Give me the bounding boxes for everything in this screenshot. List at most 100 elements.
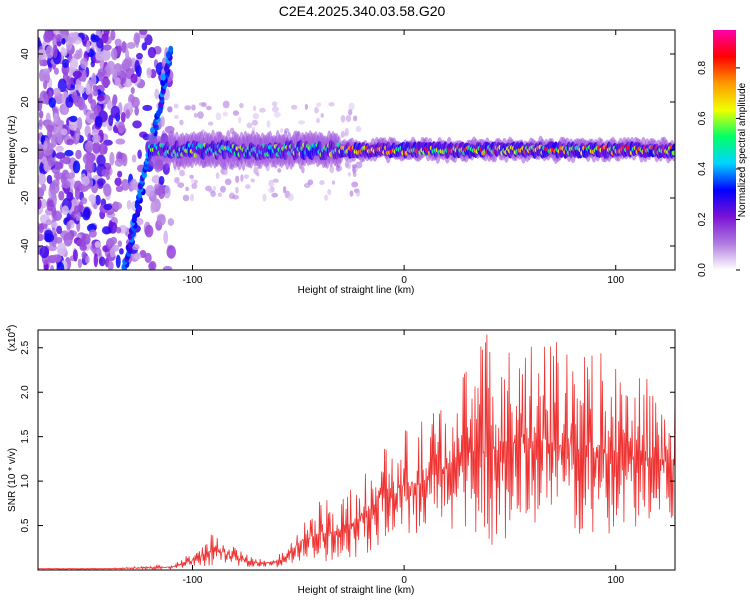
- spectrogram-noise-cell: [197, 111, 204, 119]
- spectrogram-noise-cell: [69, 115, 78, 123]
- spectrogram-noise-cell: [72, 160, 81, 174]
- spectrogram-noise-cell: [271, 192, 279, 198]
- snr-frame: [37, 329, 676, 571]
- spectrogram-noise-cell: [301, 166, 305, 174]
- spectrogram-noise-cell: [271, 106, 279, 113]
- spectrogram-noise: [38, 30, 363, 270]
- spectrogram-noise-cell: [117, 240, 123, 247]
- spectrogram-noise-cell: [173, 103, 179, 109]
- spectrogram-noise-cell: [256, 172, 260, 177]
- spectrogram-noise-cell: [98, 142, 108, 155]
- spectrogram-noise-cell: [61, 205, 69, 216]
- y-tick-label: 40: [20, 48, 31, 60]
- spectrogram-noise-cell: [146, 67, 152, 79]
- spectrogram-noise-cell: [166, 245, 176, 259]
- spectrogram-noise-cell: [56, 131, 63, 145]
- spectrogram-noise-cell: [102, 44, 112, 51]
- spectrogram-noise-cell: [316, 102, 322, 107]
- spectrogram-noise-cell: [116, 227, 122, 234]
- x-tick-label: 0: [401, 275, 407, 286]
- colorbar: 0.0 0.2 0.4 0.6 0.8 Normalized spectral ampl…: [697, 30, 748, 277]
- spectrogram-noise-cell: [56, 261, 65, 270]
- spectrogram-noise-cell: [126, 199, 132, 210]
- spectrogram-noise-cell: [151, 175, 161, 184]
- spectrogram-noise-cell: [351, 164, 357, 169]
- spectrogram-noise-cell: [84, 141, 94, 152]
- spectrogram-noise-cell: [266, 120, 271, 128]
- spectrogram-noise-cell: [38, 198, 42, 210]
- spectrogram-noise-cell: [282, 185, 287, 194]
- spectrogram-noise-cell: [328, 102, 335, 107]
- y-tick-label: 1.0: [20, 474, 31, 488]
- spectrogram-noise-cell: [96, 178, 106, 186]
- spectrogram-noise-cell: [87, 133, 92, 144]
- spectrogram-noise-cell: [111, 97, 116, 108]
- colorbar-tick-label: 0.2: [697, 212, 708, 226]
- spectrogram-noise-cell: [206, 105, 212, 111]
- spectrogram-streak-cell: [168, 45, 174, 53]
- spectrogram-noise-cell: [251, 119, 259, 126]
- spectrogram-noise-cell: [66, 221, 71, 231]
- spectrogram-noise-cell: [127, 101, 132, 109]
- spectrogram-noise-cell: [42, 68, 51, 75]
- spectrogram-noise-cell: [94, 194, 101, 206]
- spectrogram-noise-cell: [45, 45, 54, 59]
- spectrogram-noise-cell: [348, 102, 355, 111]
- spectrogram-noise-cell: [331, 180, 336, 185]
- x-tick-label: 100: [607, 575, 624, 586]
- spectrogram-noise-cell: [130, 73, 138, 84]
- x-tick-label: -100: [182, 575, 202, 586]
- spectrogram-noise-cell: [190, 177, 195, 184]
- spectrogram-noise-cell: [304, 103, 309, 110]
- spectrogram-noise-cell: [58, 190, 65, 201]
- spectrogram-noise-cell: [290, 104, 298, 110]
- spectrogram-noise-cell: [66, 138, 74, 146]
- spectrogram-noise-cell: [319, 180, 325, 186]
- snr-series-line: [38, 334, 675, 570]
- spectrogram-noise-cell: [139, 30, 148, 36]
- spectrogram-noise-cell: [55, 237, 63, 244]
- spectrogram-noise-cell: [121, 41, 127, 54]
- spectrogram-noise-cell: [150, 201, 156, 214]
- snr-scale-label: (x104): [6, 325, 18, 352]
- spectrogram-y-label: Frequency (Hz): [7, 116, 18, 185]
- spectrogram-noise-cell: [65, 39, 73, 51]
- spectrogram-noise-cell: [114, 38, 122, 47]
- spectrogram-noise-cell: [43, 140, 48, 151]
- spectrogram-noise-cell: [110, 105, 120, 119]
- spectrogram-noise-cell: [69, 199, 80, 207]
- spectrogram-noise-cell: [85, 83, 91, 96]
- spectrogram-noise-cell: [109, 247, 116, 258]
- spectrogram-noise-cell: [344, 160, 349, 168]
- spectrogram-x-label: Height of straight line (km): [298, 285, 415, 296]
- spectrogram-noise-cell: [117, 170, 123, 178]
- y-tick-label: -40: [20, 238, 31, 253]
- spectrogram-noise-cell: [130, 96, 140, 109]
- spectrogram-noise-cell: [38, 233, 44, 242]
- spectrogram-noise-cell: [101, 78, 111, 87]
- spectrogram-noise-cell: [103, 183, 112, 197]
- spectrogram-noise-cell: [55, 33, 62, 42]
- spectrogram-noise-cell: [232, 194, 240, 200]
- spectrogram-noise-cell: [47, 156, 56, 167]
- spectrogram-noise-cell: [201, 102, 207, 108]
- spectrogram-noise-cell: [215, 172, 220, 180]
- spectrogram-noise-cell: [142, 104, 153, 111]
- spectrogram-noise-cell: [117, 121, 126, 134]
- spectrogram-noise-cell: [92, 133, 101, 144]
- spectrogram-noise-cell: [56, 225, 63, 235]
- spectrogram-noise-cell: [235, 186, 239, 194]
- spectrogram-noise-cell: [145, 185, 156, 197]
- spectrogram-noise-cell: [88, 194, 96, 203]
- spectrogram-noise-cell: [205, 185, 212, 192]
- colorbar-ticks: 0.0 0.2 0.4 0.6 0.8: [697, 61, 740, 277]
- spectrogram-noise-cell: [101, 226, 112, 235]
- spectrogram-noise-cell: [119, 248, 124, 255]
- spectrogram-noise-cell: [76, 117, 83, 130]
- spectrogram-noise-cell: [82, 153, 93, 165]
- spectrogram-noise-cell: [95, 51, 106, 61]
- spectrogram-noise-cell: [134, 106, 139, 116]
- snr-x-label: Height of straight line (km): [298, 585, 415, 596]
- spectrogram-noise-cell: [134, 59, 140, 73]
- spectrogram-noise-cell: [224, 168, 228, 176]
